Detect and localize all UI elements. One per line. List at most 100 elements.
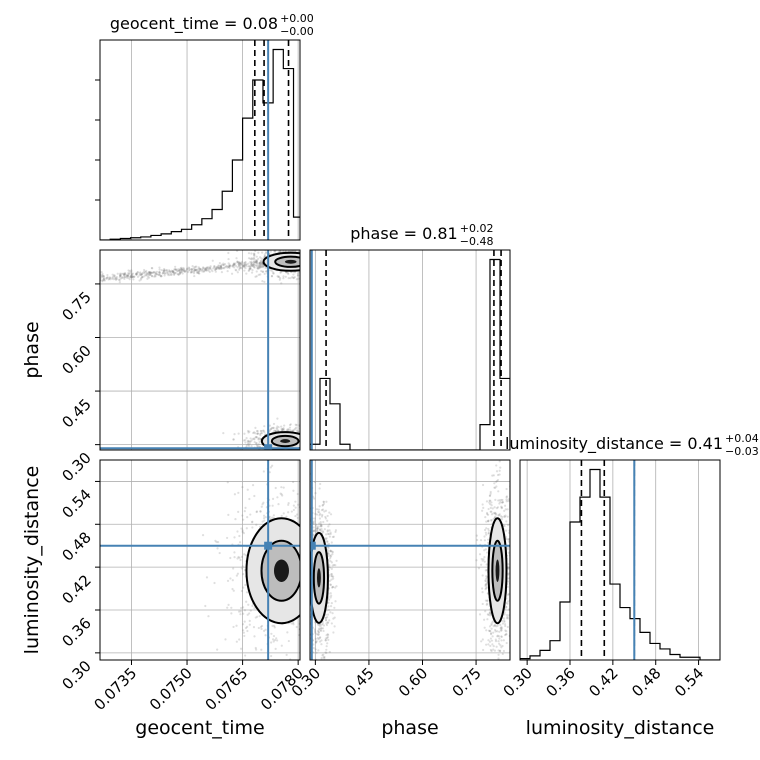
sample-point <box>245 265 248 268</box>
sample-point <box>307 532 309 534</box>
sample-point <box>316 527 320 530</box>
sample-point <box>301 442 303 444</box>
sample-point <box>260 269 263 273</box>
sample-point <box>494 702 496 704</box>
sample-point <box>348 276 350 278</box>
sample-point <box>130 269 133 272</box>
sample-point <box>139 273 142 276</box>
sample-point <box>258 262 261 265</box>
sample-point <box>322 502 326 505</box>
sample-point <box>321 253 323 255</box>
sample-point <box>304 427 306 429</box>
contour-inner <box>274 255 300 268</box>
sample-point <box>158 268 161 271</box>
sample-point <box>319 513 322 516</box>
sample-point <box>241 485 244 489</box>
sample-point <box>158 266 161 269</box>
sample-point <box>244 554 248 557</box>
sample-point <box>331 247 333 249</box>
sample-point <box>180 270 183 274</box>
sample-point <box>484 516 487 519</box>
sample-point <box>500 639 503 642</box>
sample-point <box>505 601 508 604</box>
sample-point <box>296 274 300 277</box>
sample-point <box>236 530 239 533</box>
sample-point <box>305 584 307 586</box>
sample-point <box>304 612 306 614</box>
sample-point <box>291 429 294 432</box>
sample-point <box>490 518 493 522</box>
sample-point <box>507 567 510 570</box>
sample-point <box>302 248 304 250</box>
sample-point <box>258 256 262 259</box>
sample-point <box>296 430 299 433</box>
sample-point <box>304 442 306 444</box>
sample-point <box>324 613 327 616</box>
sample-point <box>490 519 493 522</box>
sample-point <box>301 566 303 568</box>
sample-point <box>210 268 213 271</box>
sample-point <box>198 272 201 275</box>
sample-point <box>326 633 329 636</box>
sample-point <box>155 273 158 276</box>
sample-point <box>484 569 487 572</box>
panel-geocent_time-vs-luminosity_distance <box>99 459 339 661</box>
sample-point <box>269 466 273 469</box>
sample-point <box>493 506 496 509</box>
sample-point <box>292 452 294 454</box>
sample-point <box>152 271 156 274</box>
sample-point <box>127 276 130 280</box>
sample-point <box>501 500 505 504</box>
sample-point <box>321 530 324 533</box>
sample-point <box>497 514 500 517</box>
sample-point <box>171 270 174 273</box>
sample-point <box>147 273 150 276</box>
sample-point <box>327 546 330 549</box>
sample-point <box>301 520 303 522</box>
sample-point <box>280 282 283 285</box>
sample-point <box>307 265 309 267</box>
sample-point <box>248 267 252 270</box>
sample-point <box>307 259 309 261</box>
sample-point <box>305 431 307 433</box>
sample-point <box>253 261 256 264</box>
sample-point <box>171 270 174 273</box>
sample-point <box>143 272 146 275</box>
sample-point <box>252 626 256 629</box>
sample-point <box>264 634 267 637</box>
sample-point <box>304 446 306 448</box>
sample-point <box>315 508 318 511</box>
sample-point <box>282 486 285 489</box>
sample-point <box>255 260 258 263</box>
sample-point <box>248 265 251 268</box>
sample-point <box>485 587 488 590</box>
sample-point <box>327 621 330 624</box>
sample-point <box>145 272 148 275</box>
sample-point <box>154 274 157 277</box>
sample-point <box>219 266 223 269</box>
sample-point <box>312 534 315 537</box>
sample-point <box>495 485 498 488</box>
sample-point <box>326 519 329 522</box>
sample-point <box>166 273 169 276</box>
sample-point <box>199 267 202 271</box>
sample-point <box>307 628 309 630</box>
sample-point <box>260 257 263 260</box>
sample-point <box>264 516 267 519</box>
sample-point <box>254 260 257 263</box>
sample-point <box>259 432 262 436</box>
sample-point <box>268 424 271 427</box>
panel-frame <box>99 249 301 451</box>
sample-point <box>304 540 306 542</box>
sample-point <box>330 263 332 265</box>
sample-point <box>337 553 339 555</box>
sample-point <box>303 529 305 531</box>
sample-point <box>330 541 333 544</box>
sample-point <box>313 429 315 431</box>
sample-point <box>229 264 232 268</box>
sample-point <box>260 505 263 508</box>
sample-point <box>235 257 238 260</box>
sample-point <box>175 268 178 271</box>
sample-point <box>334 262 336 264</box>
sample-point <box>326 616 329 619</box>
